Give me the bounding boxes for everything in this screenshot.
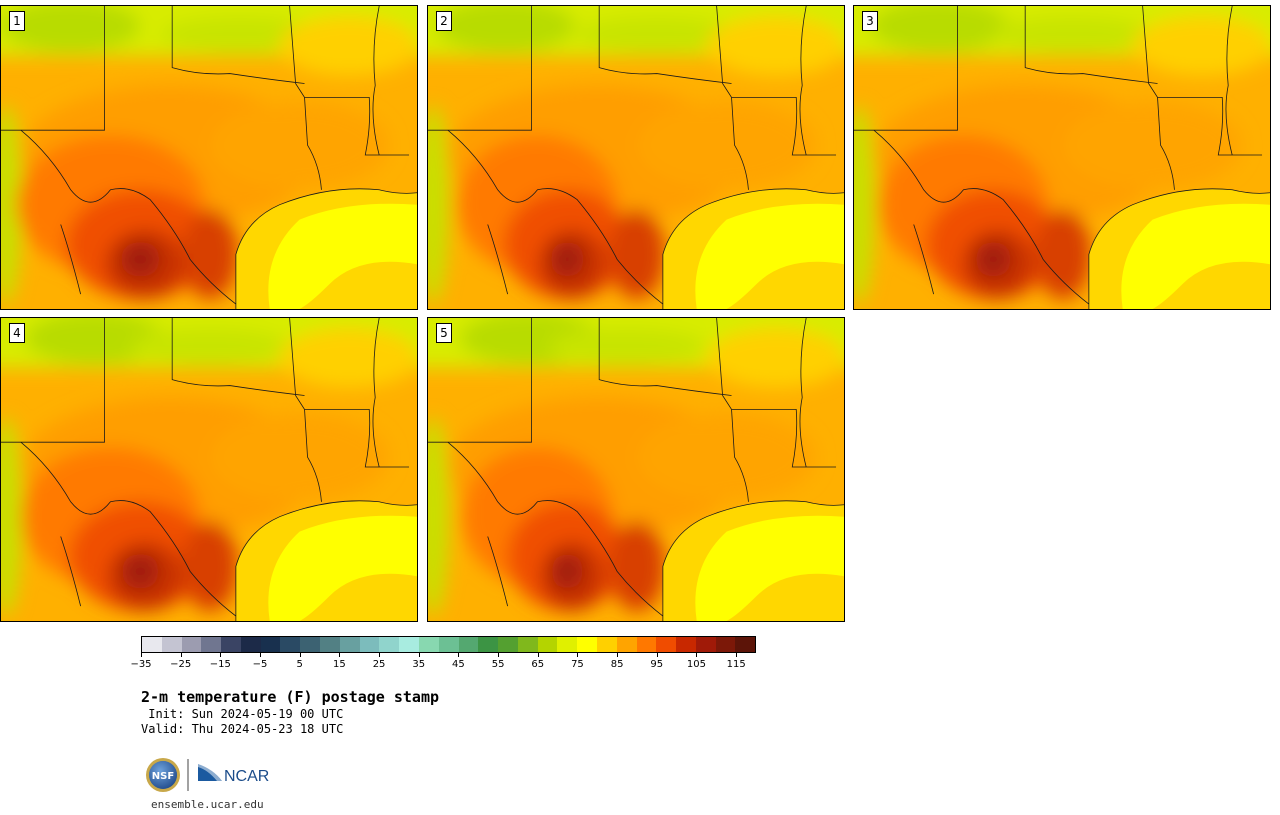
colorbar-segment [181,637,202,652]
colorbar-segment [458,637,479,652]
colorbar-segment [339,637,360,652]
colorbar-segment [320,637,340,652]
colorbar-tick-label: −5 [252,659,268,670]
colorbar-segment [399,637,419,652]
colorbar-segment [577,637,597,652]
colorbar-tick-label: 25 [372,659,386,670]
temperature-map-2 [428,6,844,309]
valid-time: Valid: Thu 2024-05-23 18 UTC [141,722,344,736]
colorbar-segment [201,637,222,652]
colorbar-segment [240,637,261,652]
temperature-map-4 [1,318,417,621]
colorbar-segment [221,637,241,652]
colorbar-tick-label: 65 [531,659,545,670]
colorbar-tick [339,653,341,657]
colorbar-tick [379,653,381,657]
colorbar-segment [735,637,756,652]
colorbar-tick-label: 5 [296,659,303,670]
colorbar-tick-label: 15 [333,659,346,670]
colorbar-segment [695,637,716,652]
colorbar-segment [280,637,301,652]
panel-number-label: 2 [436,11,452,31]
footer-url: ensemble.ucar.edu [151,798,264,811]
colorbar-tick [180,653,182,657]
colorbar-tick-label: 35 [412,659,426,670]
sponsor-logos: NSF NCAR [145,757,275,793]
colorbar-segment [359,637,380,652]
map-panel-4: 4 [0,317,418,622]
colorbar-tick [617,653,619,657]
colorbar-tick [418,653,420,657]
nsf-logo-text: NSF [152,771,174,782]
map-panel-3: 3 [853,5,1271,310]
panel-number-label: 5 [436,323,452,343]
panel-number-label: 3 [862,11,878,31]
ncar-logo-text: NCAR [224,768,269,785]
colorbar-tick-label: −35 [130,659,152,670]
plot-title: 2-m temperature (F) postage stamp [141,688,440,706]
panel-number-label: 1 [9,11,25,31]
colorbar-segment [616,637,637,652]
colorbar-tick-label: 55 [491,659,505,670]
colorbar-tick [458,653,460,657]
colorbar-segment [438,637,459,652]
colorbar-tick-label: 115 [726,659,746,670]
colorbar-tick-label: −15 [209,659,231,670]
colorbar-tick [260,653,262,657]
colorbar-segment [656,637,677,652]
map-panel-5: 5 [427,317,845,622]
panel-number-label: 4 [9,323,25,343]
colorbar-tick [577,653,579,657]
colorbar-segment [260,637,281,652]
colorbar-segment [300,637,321,652]
colorbar-tick-label: 75 [571,659,584,670]
init-time: Init: Sun 2024-05-19 00 UTC [141,707,344,721]
colorbar-tick [537,653,539,657]
colorbar-tick-label: 105 [686,659,707,670]
colorbar-segment [161,637,182,652]
colorbar-tick [736,653,738,657]
colorbar-tick [696,653,698,657]
colorbar-tick [141,653,142,657]
colorbar-segment [715,637,736,652]
colorbar-segment [498,637,518,652]
temperature-map-1 [1,6,417,309]
colorbar-segment [418,637,439,652]
colorbar-segment [537,637,558,652]
ncar-logo-icon: NCAR [198,764,269,785]
map-panel-1: 1 [0,5,418,310]
colorbar-tick-label: −25 [170,659,192,670]
colorbar-tick [220,653,222,657]
colorbar-tick-labels: −35 −25 −15 −5 5 15 25 35 45 55 65 75 85 95 105 115 [130,653,756,673]
colorbar-tick-label: 95 [650,659,664,670]
map-panel-2: 2 [427,5,845,310]
colorbar-tick [656,653,658,657]
colorbar-segment [676,637,696,652]
colorbar-tick [498,653,500,657]
colorbar-segment [596,637,617,652]
colorbar-segment [379,637,400,652]
colorbar-segment [517,637,538,652]
colorbar-segment [557,637,578,652]
colorbar-tick [299,653,301,657]
colorbar-segment [478,637,499,652]
nsf-logo-icon: NSF [146,758,180,792]
temperature-map-3 [854,6,1270,309]
colorbar-tick-label: 85 [610,659,624,670]
temperature-colorbar [141,636,756,653]
colorbar-segment [142,637,162,652]
temperature-map-5 [428,318,844,621]
colorbar-segment [636,637,657,652]
colorbar-tick-label: 45 [452,659,465,670]
